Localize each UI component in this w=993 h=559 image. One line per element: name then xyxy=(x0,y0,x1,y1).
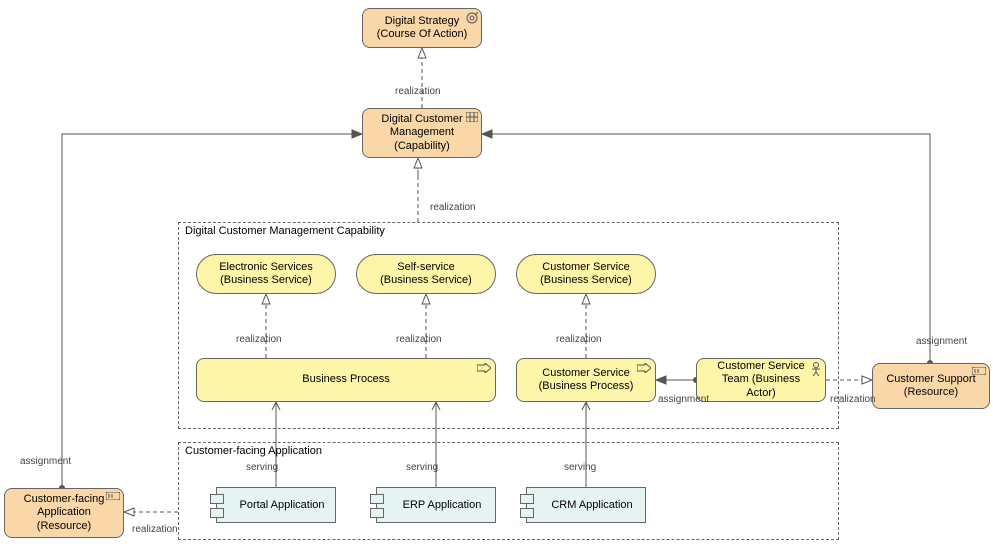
node-business-process: Business Process xyxy=(196,358,496,402)
label-portal-app: Portal Application xyxy=(240,499,325,511)
edge-label-assign1: assignment xyxy=(20,456,71,467)
node-digital-strategy: Digital Strategy(Course Of Action) xyxy=(362,8,482,48)
label-self-svc: Self-service(Business Service) xyxy=(380,261,472,287)
label-digital-strategy: Digital Strategy(Course Of Action) xyxy=(377,15,467,41)
node-cust-svc-team: Customer ServiceTeam (BusinessActor) xyxy=(696,358,826,402)
edge-label-serving2: serving xyxy=(406,462,438,473)
label-business-process: Business Process xyxy=(302,373,389,386)
target-icon xyxy=(466,12,478,24)
resource-icon xyxy=(972,367,986,375)
resource-icon xyxy=(106,492,120,500)
edge-label-real4: realization xyxy=(396,334,442,345)
label-electronic-svc: Electronic Services(Business Service) xyxy=(219,261,313,287)
edge-label-real5: realization xyxy=(556,334,602,345)
label-cust-svc-team: Customer ServiceTeam (BusinessActor) xyxy=(717,360,804,400)
edge-label-real3: realization xyxy=(236,334,282,345)
node-crm-app: CRM Application xyxy=(526,487,646,523)
actor-icon xyxy=(811,362,821,376)
label-dcm: Digital CustomerManagement(Capability) xyxy=(381,113,462,153)
node-customer-support: Customer Support(Resource) xyxy=(872,363,990,409)
node-customer-service: Customer Service(Business Service) xyxy=(516,254,656,294)
edge-label-real6: realization xyxy=(132,524,178,535)
node-digital-customer-mgmt: Digital CustomerManagement(Capability) xyxy=(362,108,482,158)
label-cust-svc: Customer Service(Business Service) xyxy=(540,261,632,287)
process-arrow-icon xyxy=(477,363,491,373)
edge-label-assign3: assignment xyxy=(658,394,709,405)
node-cust-svc-process: Customer Service(Business Process) xyxy=(516,358,656,402)
group-label-cfa: Customer-facing Application xyxy=(183,443,324,459)
edge-label-real1: realization xyxy=(395,86,441,97)
label-erp-app: ERP Application xyxy=(403,499,482,511)
node-self-service: Self-service(Business Service) xyxy=(356,254,496,294)
label-cust-svc-process: Customer Service(Business Process) xyxy=(539,367,634,393)
process-arrow-icon xyxy=(637,363,651,373)
edge-label-real7: realization xyxy=(830,394,876,405)
edge-label-real2: realization xyxy=(430,202,476,213)
node-portal-app: Portal Application xyxy=(216,487,336,523)
label-crm-app: CRM Application xyxy=(551,499,632,511)
label-customer-support: Customer Support(Resource) xyxy=(886,373,975,399)
edge-label-serving3: serving xyxy=(564,462,596,473)
capability-icon xyxy=(466,112,478,122)
label-cf-app-res: Customer-facingApplication(Resource) xyxy=(24,493,105,533)
group-label-dcm: Digital Customer Management Capability xyxy=(183,223,387,239)
node-electronic-services: Electronic Services(Business Service) xyxy=(196,254,336,294)
edge-label-assign2: assignment xyxy=(916,336,967,347)
node-cf-app-resource: Customer-facingApplication(Resource) xyxy=(4,488,124,538)
node-erp-app: ERP Application xyxy=(376,487,496,523)
edge-label-serving1: serving xyxy=(246,462,278,473)
